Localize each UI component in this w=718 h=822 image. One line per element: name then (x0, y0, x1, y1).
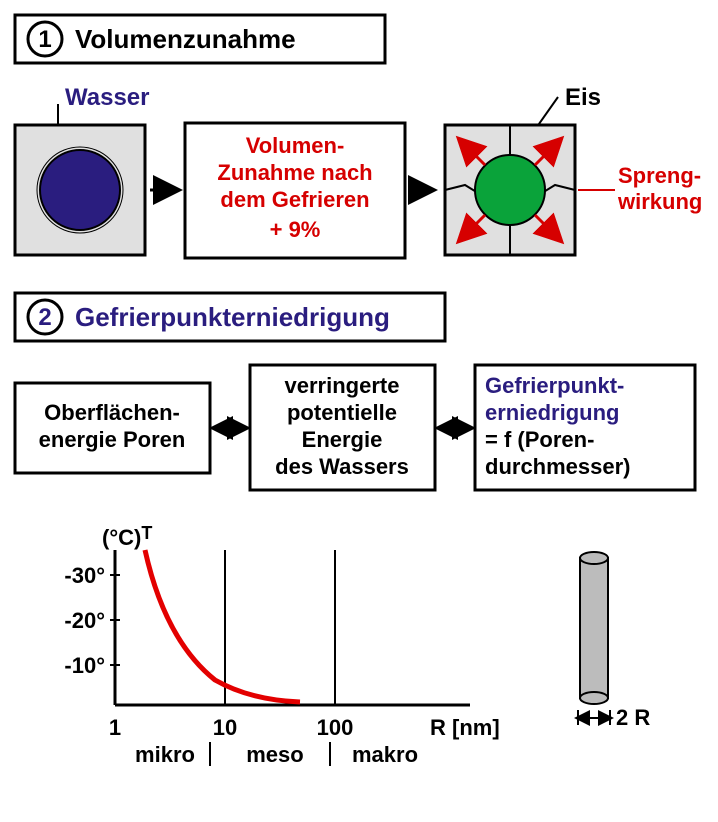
svg-text:durchmesser): durchmesser) (485, 454, 631, 479)
header-1: 1 Volumenzunahme (15, 15, 385, 63)
chart: (°C)T -30° -20° -10° 1 10 100 R [nm] mik… (64, 523, 499, 767)
svg-text:makro: makro (352, 742, 418, 767)
svg-text:erniedrigung: erniedrigung (485, 400, 619, 425)
svg-text:-30°: -30° (64, 563, 105, 588)
pore-cylinder: 2 R (578, 552, 650, 730)
svg-text:= f (Poren-: = f (Poren- (485, 427, 594, 452)
header-2: 2 Gefrierpunkterniedrigung (15, 293, 445, 341)
volume-increase-box: Volumen- Zunahme nach dem Gefrieren + 9% (185, 123, 405, 258)
ice-block (445, 125, 575, 255)
svg-text:des Wassers: des Wassers (275, 454, 409, 479)
row1: Wasser Volumen- Zunahme nach dem Gefrier… (15, 84, 702, 258)
header2-num: 2 (38, 304, 51, 331)
x-categories: mikro meso makro (135, 742, 418, 767)
svg-text:energie Poren: energie Poren (39, 427, 186, 452)
svg-text:Volumen-: Volumen- (246, 133, 345, 158)
water-label: Wasser (65, 84, 150, 111)
svg-text:verringerte: verringerte (285, 373, 400, 398)
pore-dim-label: 2 R (616, 705, 650, 730)
box-surface-energy: Oberflächen- energie Poren (15, 383, 210, 473)
svg-text:10: 10 (213, 715, 237, 740)
spreng-label-1: Spreng- (618, 163, 701, 188)
svg-text:100: 100 (317, 715, 354, 740)
svg-text:Oberflächen-: Oberflächen- (44, 400, 180, 425)
y-ticks: -30° -20° -10° (64, 563, 120, 678)
svg-text:meso: meso (246, 742, 303, 767)
y-axis-title: (°C)T (102, 523, 152, 550)
svg-text:dem Gefrieren: dem Gefrieren (220, 187, 369, 212)
freezing-curve (145, 550, 300, 702)
x-ticks: 1 10 100 R [nm] (109, 715, 500, 740)
svg-text:-10°: -10° (64, 653, 105, 678)
x-axis-label: R [nm] (430, 715, 500, 740)
svg-text:1: 1 (109, 715, 121, 740)
svg-text:potentielle: potentielle (287, 400, 397, 425)
water-circle (40, 150, 120, 230)
header1-title: Volumenzunahme (75, 24, 296, 54)
svg-text:mikro: mikro (135, 742, 195, 767)
box-freezing-point: Gefrierpunkt- erniedrigung = f (Poren- d… (475, 365, 695, 490)
ice-circle (475, 155, 545, 225)
svg-text:-20°: -20° (64, 608, 105, 633)
svg-text:Energie: Energie (302, 427, 383, 452)
header1-num: 1 (38, 26, 51, 53)
svg-text:+ 9%: + 9% (270, 217, 321, 242)
spreng-label-2: wirkung (617, 189, 702, 214)
svg-text:Zunahme nach: Zunahme nach (217, 160, 372, 185)
row2: Oberflächen- energie Poren verringerte p… (15, 365, 695, 490)
svg-text:Gefrierpunkt-: Gefrierpunkt- (485, 373, 624, 398)
water-block (15, 125, 145, 255)
box-potential-energy: verringerte potentielle Energie des Wass… (250, 365, 435, 490)
ice-label: Eis (565, 84, 601, 111)
header2-title: Gefrierpunkterniedrigung (75, 302, 390, 332)
